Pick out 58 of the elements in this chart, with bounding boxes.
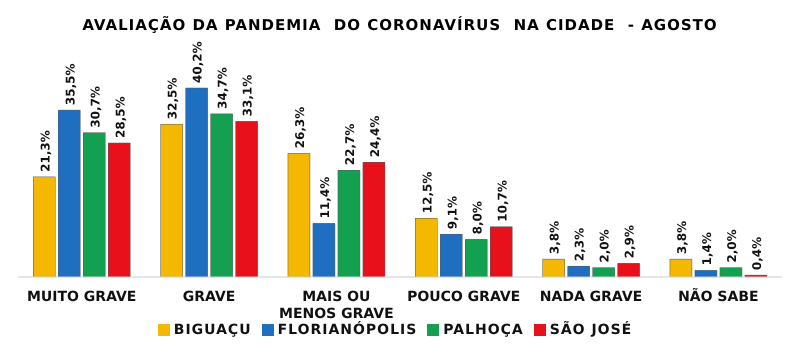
data-label: 32,5% bbox=[166, 78, 180, 120]
bar bbox=[670, 258, 692, 278]
bar bbox=[185, 88, 208, 278]
data-label: 28,5% bbox=[113, 96, 128, 138]
data-label: 3,8% bbox=[674, 220, 689, 254]
data-label: 26,3% bbox=[292, 106, 307, 148]
chart-title: AVALIAÇÃO DA PANDEMIA DO CORONAVÍRUS NA CIDADE - AGOSTO bbox=[81, 15, 719, 36]
bar bbox=[235, 121, 258, 278]
bar bbox=[210, 114, 233, 278]
bar bbox=[592, 267, 615, 278]
bar bbox=[440, 234, 463, 278]
data-label: 30,7% bbox=[88, 86, 102, 128]
bar bbox=[160, 124, 183, 278]
data-label: 2,0% bbox=[724, 229, 739, 263]
data-label: 2,9% bbox=[622, 225, 637, 258]
bar bbox=[720, 267, 742, 278]
data-label: 21,3% bbox=[38, 130, 52, 172]
x-tick-label: NADA GRAVE bbox=[540, 289, 642, 305]
bar bbox=[288, 153, 310, 278]
x-tick-label: POUCO GRAVE bbox=[407, 289, 520, 305]
legend-label: PALHOÇA bbox=[443, 322, 524, 338]
data-label: 24,4% bbox=[368, 116, 382, 158]
x-tick-label: NÃO SABE bbox=[678, 287, 759, 305]
data-label: 0,4% bbox=[750, 236, 764, 270]
data-label: 12,5% bbox=[420, 172, 434, 214]
x-tick-label: MAIS OU MENOS GRAVE bbox=[279, 289, 394, 322]
x-tick-label: MUITO GRAVE bbox=[26, 289, 136, 305]
legend-label: FLORIANÓPOLIS bbox=[278, 322, 418, 338]
data-label: 35,5% bbox=[63, 63, 78, 106]
bar bbox=[617, 263, 640, 278]
legend-label: SÃO JOSÉ bbox=[550, 322, 632, 338]
bar bbox=[465, 239, 488, 278]
bar bbox=[83, 132, 106, 278]
data-label: 8,0% bbox=[470, 201, 484, 234]
data-label: 1,4% bbox=[700, 232, 714, 266]
data-label: 2,0% bbox=[598, 229, 612, 263]
data-label: 10,7% bbox=[495, 180, 510, 222]
data-label: 22,7% bbox=[342, 124, 357, 166]
bar bbox=[33, 176, 56, 278]
data-label: 34,7% bbox=[216, 67, 230, 109]
data-label: 11,4% bbox=[318, 176, 332, 218]
bar bbox=[567, 266, 590, 278]
x-tick-label: GRAVE bbox=[182, 289, 236, 305]
bar bbox=[338, 170, 360, 278]
bar bbox=[415, 218, 438, 278]
bar bbox=[542, 258, 565, 278]
data-label: 33,1% bbox=[240, 74, 255, 116]
data-label: 2,3% bbox=[572, 228, 587, 262]
legend-label: BIGUAÇU bbox=[174, 322, 252, 338]
bar bbox=[694, 270, 718, 278]
bar bbox=[108, 142, 131, 278]
bar bbox=[490, 226, 513, 278]
data-label: 9,1% bbox=[445, 196, 460, 230]
data-label: 40,2% bbox=[190, 41, 205, 83]
bar bbox=[312, 223, 336, 278]
data-label: 3,8% bbox=[548, 220, 562, 254]
bar bbox=[58, 110, 81, 278]
bar bbox=[362, 162, 386, 278]
